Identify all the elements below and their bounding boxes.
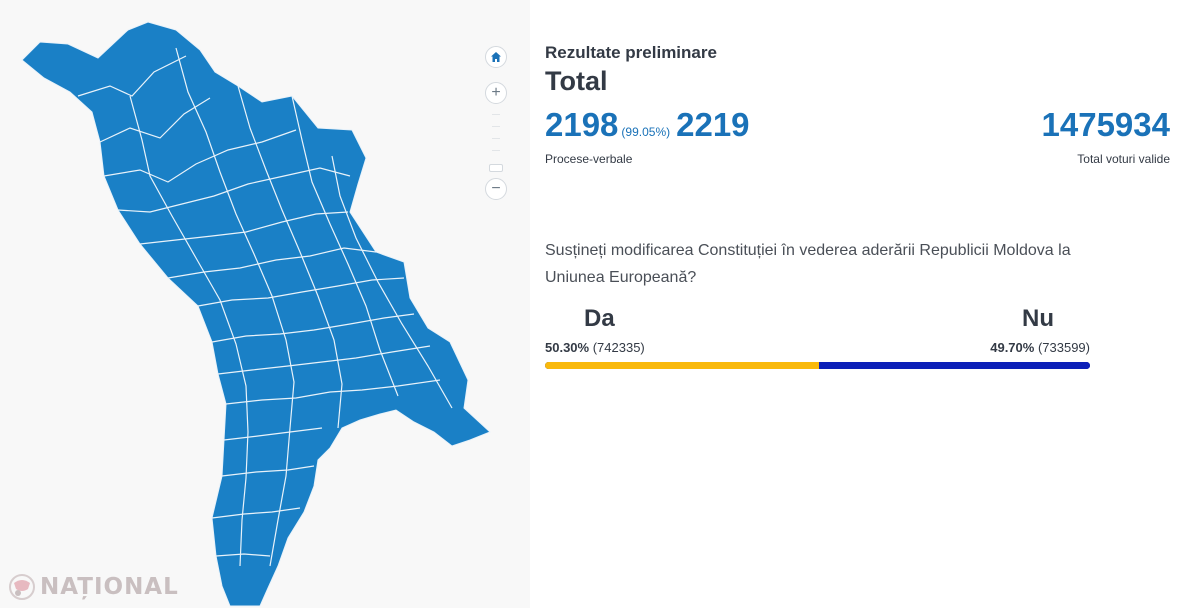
referendum-question: Susțineți modificarea Constituției în ve…: [545, 242, 1071, 286]
total-protocols: 2219: [676, 106, 750, 143]
home-icon: [491, 52, 501, 62]
district-borders: [77, 47, 453, 567]
results-title: Total: [545, 66, 608, 96]
vote-bar-yes: [545, 362, 820, 369]
zoom-slider-handle[interactable]: [489, 164, 503, 172]
zoom-slider[interactable]: [489, 108, 503, 172]
option-no-stats: 49.70% (733599): [990, 340, 1090, 355]
results-subtitle: Rezultate preliminare: [545, 43, 717, 62]
moldova-map[interactable]: [0, 0, 530, 608]
zoom-out-button[interactable]: −: [485, 178, 507, 200]
option-yes-count: (742335): [592, 340, 645, 355]
logo-text: NAȚIONAL: [40, 574, 179, 600]
globe-logo-icon: [9, 574, 35, 600]
map-panel[interactable]: + − NAȚIONAL: [0, 0, 530, 608]
zoom-tick: [492, 138, 500, 139]
vote-share-bar: [545, 362, 1090, 369]
option-yes-stats: 50.30% (742335): [545, 340, 645, 355]
moldova-outline[interactable]: [21, 21, 491, 607]
option-no-percent: 49.70%: [990, 340, 1035, 355]
valid-votes-label: Total voturi valide: [1077, 152, 1170, 166]
option-no-label: Nu: [1022, 305, 1054, 332]
zoom-tick: [492, 114, 500, 115]
option-yes-label: Da: [584, 305, 615, 332]
protocol-counts: 2198 (99.05%) 2219: [545, 106, 750, 144]
home-button[interactable]: [485, 46, 507, 68]
processed-percent: (99.05%): [621, 125, 671, 139]
vote-bar-no: [819, 362, 1090, 369]
zoom-tick: [492, 150, 500, 151]
protocols-label: Procese-verbale: [545, 152, 633, 166]
valid-votes-count: 1475934: [1041, 106, 1170, 143]
option-no-count: (733599): [1037, 340, 1090, 355]
zoom-tick: [492, 126, 500, 127]
national-logo: NAȚIONAL: [8, 570, 179, 604]
processed-count: 2198: [545, 106, 619, 143]
zoom-in-button[interactable]: +: [485, 82, 507, 104]
option-yes-percent: 50.30%: [545, 340, 590, 355]
